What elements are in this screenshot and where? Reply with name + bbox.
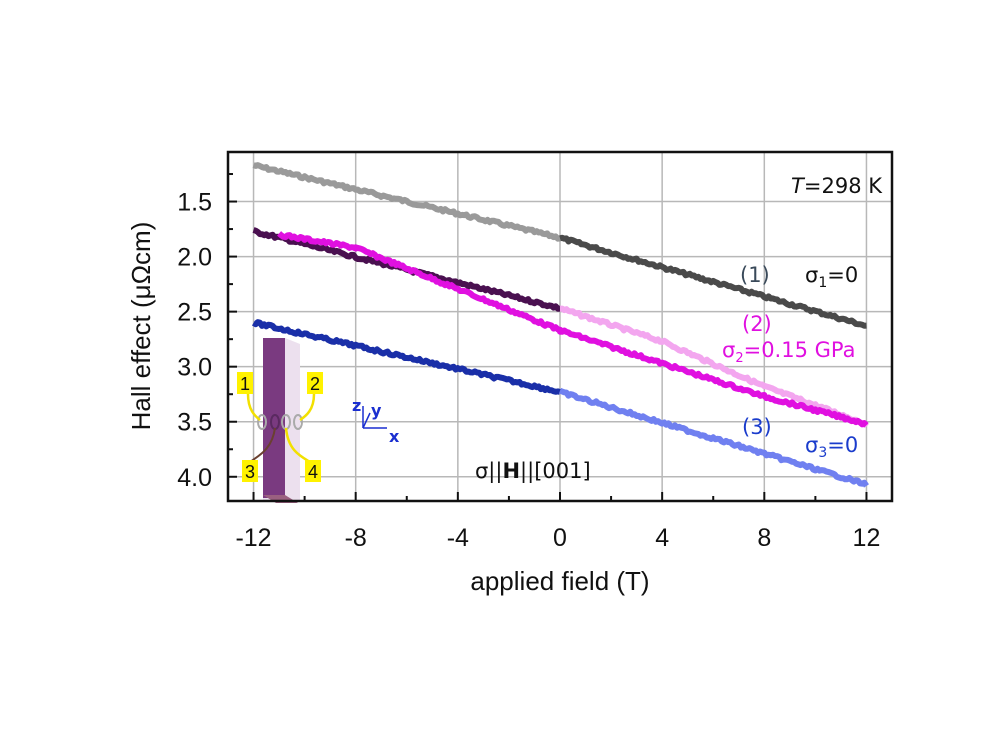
series-line-4 bbox=[559, 305, 869, 428]
geometry-label: σ||H||[001] bbox=[475, 459, 591, 484]
x-tick-label: 12 bbox=[853, 524, 881, 552]
x-label: x bbox=[389, 427, 400, 446]
temperature-value: =298 K bbox=[804, 174, 883, 198]
series-group bbox=[251, 162, 869, 488]
series-line-7 bbox=[558, 387, 869, 488]
z-label: z bbox=[352, 396, 361, 415]
wire-2 bbox=[299, 393, 316, 422]
wire-1 bbox=[246, 393, 261, 421]
curve-3-number: (3) bbox=[742, 415, 772, 439]
axis-ticks bbox=[228, 173, 868, 501]
x-tick-label: 0 bbox=[553, 524, 567, 552]
y-tick-label: 2.0 bbox=[177, 244, 212, 272]
series-line-1 bbox=[252, 162, 561, 242]
y-tick-labels: 1.5 2.0 2.5 3.0 3.5 4.0 bbox=[177, 189, 212, 492]
contact-label-1: 1 bbox=[240, 374, 250, 394]
x-tick-label: 4 bbox=[655, 524, 669, 552]
x-tick-label: -4 bbox=[447, 524, 469, 552]
contact-label-2: 2 bbox=[310, 374, 320, 394]
curve-1-number: (1) bbox=[740, 263, 770, 287]
y-tick-label: 3.5 bbox=[177, 409, 212, 437]
series-line-6 bbox=[251, 319, 561, 395]
temperature-label: T=298 K bbox=[791, 174, 883, 198]
y-label: y bbox=[371, 401, 382, 420]
x-tick-label: -8 bbox=[345, 524, 367, 552]
x-tick-label: 8 bbox=[757, 524, 771, 552]
y-axis-title: Hall effect (μΩcm) bbox=[126, 222, 156, 431]
contact-label-2-bg bbox=[307, 372, 323, 394]
contact-label-4: 4 bbox=[308, 462, 318, 482]
grid-lines bbox=[228, 152, 892, 501]
curve-3-stress: σ3=0 bbox=[805, 433, 858, 461]
curve-2-number: (2) bbox=[742, 312, 772, 336]
x-tick-label: -12 bbox=[235, 524, 271, 552]
y-axis-arrow bbox=[362, 412, 371, 429]
contact-label-3-bg bbox=[242, 460, 258, 482]
series-line-2 bbox=[559, 234, 868, 329]
series-line-5 bbox=[277, 231, 869, 428]
contact-2 bbox=[293, 414, 303, 430]
contact-label-4-bg bbox=[305, 460, 321, 482]
y-tick-label: 3.0 bbox=[177, 354, 212, 382]
curve-1-stress: σ1=0 bbox=[805, 263, 858, 291]
contact-label-1-bg bbox=[237, 372, 253, 394]
y-tick-label: 4.0 bbox=[177, 464, 212, 492]
y-tick-label: 2.5 bbox=[177, 299, 212, 327]
contact-label-3: 3 bbox=[245, 462, 255, 482]
sample-inset: 1 2 3 4 bbox=[237, 338, 323, 503]
y-tick-label: 1.5 bbox=[177, 189, 212, 217]
crystal-bar bbox=[263, 338, 285, 498]
curve-2-stress: σ2=0.15 GPa bbox=[722, 338, 855, 366]
temperature-symbol: T bbox=[791, 174, 806, 198]
contact-1 bbox=[257, 414, 267, 430]
x-tick-labels: -12 -8 -4 0 4 8 12 bbox=[235, 524, 880, 552]
coordinate-axes-glyph: z y x bbox=[352, 396, 400, 446]
x-axis-title: applied field (T) bbox=[470, 566, 649, 596]
